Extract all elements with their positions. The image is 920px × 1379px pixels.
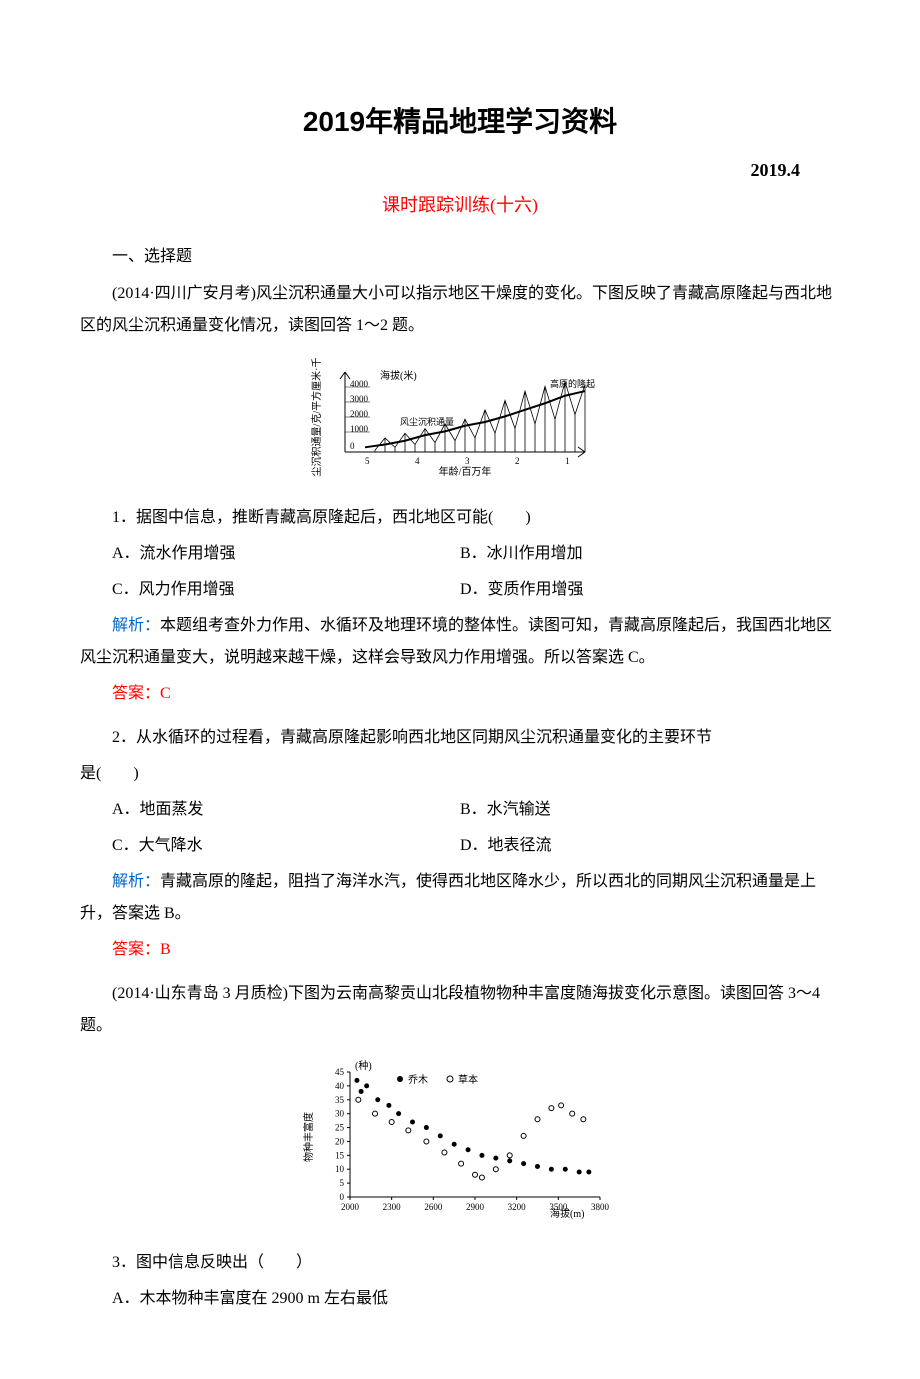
chart2-legend-hollow: 草本 [458, 1073, 478, 1086]
q2-option-c: C．大气降水 [80, 830, 460, 862]
svg-text:10: 10 [335, 1164, 345, 1174]
svg-text:15: 15 [335, 1150, 345, 1160]
q1-stem: 1．据图中信息，推断青藏高原隆起后，西北地区可能( ) [80, 502, 840, 534]
chart2-x-label: 海拔(m) [550, 1207, 584, 1220]
svg-text:0: 0 [340, 1192, 345, 1202]
svg-text:40: 40 [335, 1081, 345, 1091]
chart2-y-unit: (种) [355, 1059, 372, 1072]
svg-text:30: 30 [335, 1109, 345, 1119]
q2-analysis-text: 青藏高原的隆起，阻挡了海洋水汽，使得西北地区降水少，所以西北的同期风尘沉积通量是… [80, 873, 816, 922]
chart-2-container: (种) 物种丰富度 45 40 35 30 25 20 15 10 5 0 2000 2300 260… [80, 1057, 840, 1227]
intro-paragraph-2: (2014·山东青岛 3 月质检)下图为云南高黎贡山北段植物物种丰富度随海拔变化… [80, 978, 840, 1042]
chart1-right-annotation: 高原的隆起 [550, 378, 595, 389]
q2-stem-line1: 2．从水循环的过程看，青藏高原隆起影响西北地区同期风尘沉积通量变化的主要环节 [80, 722, 840, 754]
intro-paragraph-1: (2014·四川广安月考)风尘沉积通量大小可以指示地区干燥度的变化。下图反映了青… [80, 278, 840, 342]
svg-text:5: 5 [340, 1178, 345, 1188]
svg-text:2900: 2900 [466, 1202, 485, 1212]
date-label: 2019.4 [80, 160, 840, 181]
q1-option-d: D．变质作用增强 [460, 574, 840, 606]
section-heading: 一、选择题 [80, 242, 840, 266]
chart1-x-label: 年龄/百万年 [439, 465, 492, 477]
chart1-xtick-2: 2 [515, 456, 520, 466]
q1-options-row-2: C．风力作用增强 D．变质作用增强 [80, 574, 840, 606]
svg-text:20: 20 [335, 1136, 345, 1146]
chart1-xtick-5: 5 [365, 456, 370, 466]
chart-1: 风尘沉积通量/克/平方厘米·千年 海拔(米) 4000 3000 2000 10… [310, 357, 610, 477]
q2-option-b: B．水汽输送 [460, 794, 840, 826]
svg-text:2000: 2000 [341, 1202, 360, 1212]
q2-options-row-1: A．地面蒸发 B．水汽输送 [80, 794, 840, 826]
svg-text:35: 35 [335, 1095, 345, 1105]
chart1-legend-mid: 风尘沉积通量 [400, 416, 454, 427]
svg-text:2600: 2600 [424, 1202, 443, 1212]
q1-analysis-text: 本题组考查外力作用、水循环及地理环境的整体性。读图可知，青藏高原隆起后，我国西北… [80, 617, 832, 666]
chart1-xtick-3: 3 [465, 456, 470, 466]
chart1-ytick-2000: 2000 [350, 409, 369, 419]
chart2-y-ticks: 45 40 35 30 25 20 15 10 5 0 [335, 1067, 350, 1202]
svg-text:25: 25 [335, 1123, 345, 1133]
main-title: 2019年精品地理学习资料 [80, 100, 840, 140]
q1-analysis: 解析：本题组考查外力作用、水循环及地理环境的整体性。读图可知，青藏高原隆起后，我… [80, 610, 840, 674]
q2-answer: 答案：B [80, 934, 840, 966]
chart2-filled-points [354, 1078, 591, 1175]
q2-option-d: D．地表径流 [460, 830, 840, 862]
q3-option-a: A．木本物种丰富度在 2900 m 左右最低 [80, 1283, 840, 1315]
svg-text:45: 45 [335, 1067, 345, 1077]
chart2-legend-filled: 乔木 [408, 1074, 428, 1086]
svg-text:3200: 3200 [508, 1202, 527, 1212]
chart1-xtick-1: 1 [565, 456, 570, 466]
q2-analysis-label: 解析： [112, 873, 160, 890]
svg-text:3800: 3800 [591, 1202, 610, 1212]
chart-2: (种) 物种丰富度 45 40 35 30 25 20 15 10 5 0 2000 2300 260… [300, 1057, 620, 1222]
chart1-y-left-label: 风尘沉积通量/克/平方厘米·千年 [310, 357, 323, 477]
q1-answer: 答案：C [80, 678, 840, 710]
chart1-ytick-1000: 1000 [350, 424, 369, 434]
q1-option-c: C．风力作用增强 [80, 574, 460, 606]
q2-options-row-2: C．大气降水 D．地表径流 [80, 830, 840, 862]
q1-analysis-label: 解析： [112, 617, 160, 634]
q2-stem-line2: 是( ) [80, 758, 840, 790]
q1-options-row-1: A．流水作用增强 B．冰川作用增加 [80, 538, 840, 570]
svg-text:2300: 2300 [383, 1202, 402, 1212]
chart2-y-label: 物种丰富度 [302, 1112, 315, 1162]
chart1-xtick-4: 4 [415, 456, 420, 466]
chart1-legend-top: 海拔(米) [380, 369, 417, 382]
q1-option-a: A．流水作用增强 [80, 538, 460, 570]
q3-stem: 3．图中信息反映出（ ） [80, 1247, 840, 1279]
chart1-ytick-4000: 4000 [350, 379, 369, 389]
q1-option-b: B．冰川作用增加 [460, 538, 840, 570]
subtitle: 课时跟踪训练(十六) [80, 191, 840, 217]
chart1-ytick-0: 0 [350, 441, 355, 451]
q2-analysis: 解析：青藏高原的隆起，阻挡了海洋水汽，使得西北地区降水少，所以西北的同期风尘沉积… [80, 866, 840, 930]
q2-option-a: A．地面蒸发 [80, 794, 460, 826]
chart1-ytick-3000: 3000 [350, 394, 369, 404]
chart-1-container: 风尘沉积通量/克/平方厘米·千年 海拔(米) 4000 3000 2000 10… [80, 357, 840, 482]
